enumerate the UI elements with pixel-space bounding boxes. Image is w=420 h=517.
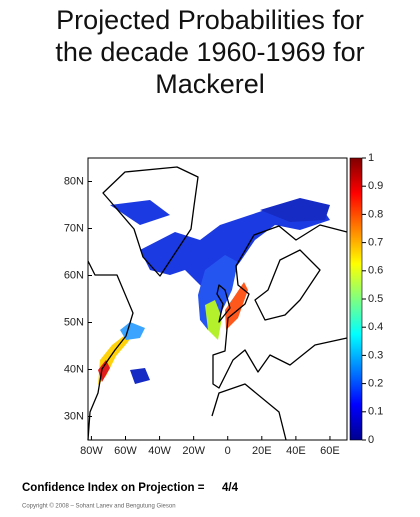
title-line: the decade 1960-1969 for bbox=[55, 37, 364, 67]
x-tick-label: 80W bbox=[80, 445, 103, 457]
colorbar-tick-label: 0.1 bbox=[368, 406, 383, 418]
copyright: Copyright © 2008 – Sohant Lanev and Beng… bbox=[22, 503, 176, 510]
title-line: Projected Probabilities for bbox=[56, 5, 364, 35]
colorbar-tick-label: 0.2 bbox=[368, 378, 383, 390]
probability-shading bbox=[98, 198, 330, 385]
map bbox=[87, 157, 348, 441]
y-tick-label: 50N bbox=[64, 316, 84, 328]
y-tick-label: 60N bbox=[64, 269, 84, 281]
coastline bbox=[102, 166, 199, 277]
x-tick-label: 0 bbox=[225, 445, 231, 457]
colorbar-tick-label: 0.9 bbox=[368, 180, 383, 192]
coastline bbox=[211, 383, 287, 441]
confidence-value: 4/4 bbox=[222, 482, 239, 494]
colorbar-tick-label: 0.3 bbox=[368, 349, 383, 361]
y-tick-label: 80N bbox=[64, 175, 84, 187]
colorbar-tick-label: 1 bbox=[368, 152, 374, 164]
colorbar-tick-label: 0.6 bbox=[368, 265, 383, 277]
colorbar-tick-label: 0.7 bbox=[368, 237, 383, 249]
title-line: Mackerel bbox=[155, 69, 265, 99]
colorbar-tick-label: 0.4 bbox=[368, 321, 383, 333]
x-tick-label: 20W bbox=[182, 445, 205, 457]
confidence-label: Confidence Index on Projection = bbox=[22, 482, 205, 494]
coastline bbox=[212, 224, 348, 389]
colorbar-tick-label: 0.8 bbox=[368, 208, 383, 220]
coastline bbox=[87, 260, 134, 441]
colorbar-tick-label: 0.5 bbox=[368, 293, 383, 305]
x-tick-label: 60E bbox=[320, 445, 340, 457]
y-tick-label: 30N bbox=[64, 410, 84, 422]
x-tick-label: 40E bbox=[286, 445, 306, 457]
x-tick-label: 60W bbox=[114, 445, 137, 457]
coastline bbox=[254, 249, 321, 321]
colorbar-tick-label: 0 bbox=[368, 434, 374, 446]
x-tick-label: 20E bbox=[252, 445, 272, 457]
x-tick-label: 40W bbox=[148, 445, 171, 457]
y-tick-label: 40N bbox=[64, 363, 84, 375]
coastline bbox=[216, 284, 231, 323]
y-tick-label: 70N bbox=[64, 222, 84, 234]
colorbar bbox=[349, 157, 363, 441]
